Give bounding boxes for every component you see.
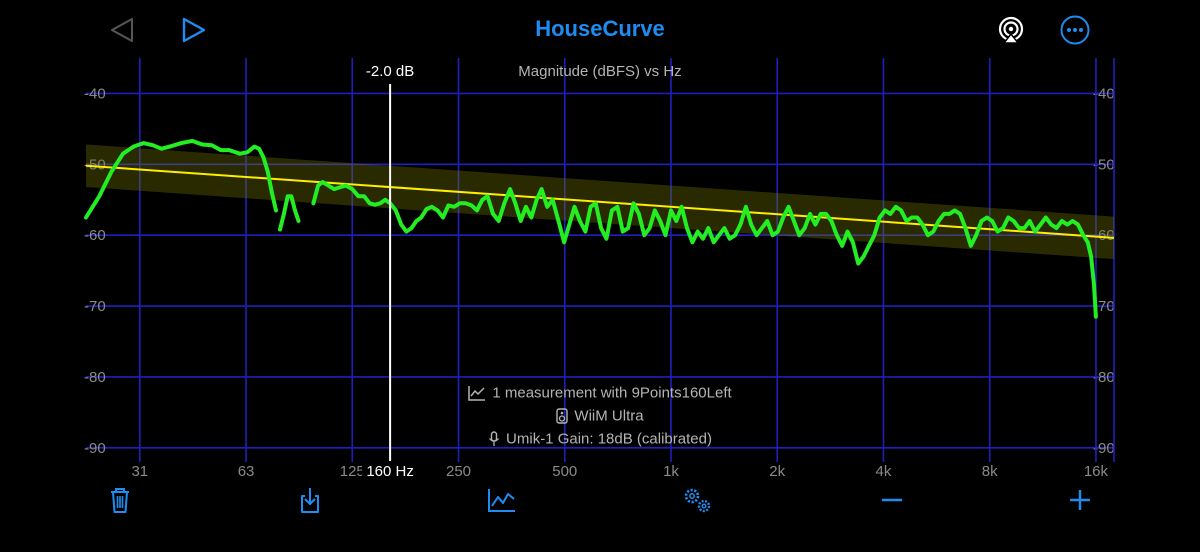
cursor-level-label: -2.0 dB: [366, 63, 414, 80]
measurement-curve: [278, 194, 301, 232]
y-tick-label-right: -40: [1093, 85, 1115, 102]
y-tick-label-right: -50: [1093, 156, 1115, 173]
device-info: WiiM Ultra: [0, 407, 1200, 425]
speaker-icon: [556, 408, 569, 424]
x-tick-label: 125: [340, 463, 365, 480]
y-tick-label-left: -60: [84, 227, 106, 244]
x-tick-label: 31: [131, 463, 148, 480]
x-tick-label: 16k: [1084, 463, 1109, 480]
x-tick-label: 8k: [982, 463, 998, 480]
play-triangle-icon[interactable]: [180, 16, 208, 44]
mic-text: Umik-1 Gain: 18dB (calibrated): [506, 430, 712, 448]
y-tick-label-left: -50: [84, 156, 106, 173]
y-tick-label-left: -70: [84, 298, 106, 315]
y-tick-label-right: -80: [1093, 369, 1115, 386]
minus-icon[interactable]: [876, 484, 908, 516]
x-tick-label: 250: [446, 463, 471, 480]
x-tick-label: 4k: [876, 463, 892, 480]
y-tick-label-left: -40: [84, 85, 106, 102]
cursor-freq-label: 160 Hz: [366, 463, 414, 480]
more-ellipsis-icon[interactable]: [1059, 14, 1091, 46]
cursor-freq-label-bg: [362, 461, 419, 481]
measurement-curve: [84, 138, 278, 220]
x-tick-label: 2k: [769, 463, 785, 480]
y-tick-label-left: -80: [84, 369, 106, 386]
measurement-text: 1 measurement with 9Points160Left: [492, 384, 732, 402]
device-text: WiiM Ultra: [574, 407, 644, 425]
line-chart-icon: [468, 386, 486, 401]
mic-info: Umik-1 Gain: 18dB (calibrated): [0, 430, 1200, 448]
trash-icon[interactable]: [104, 484, 136, 516]
chart-icon[interactable]: [486, 484, 518, 516]
microphone-icon: [489, 431, 500, 447]
export-icon[interactable]: [294, 484, 326, 516]
x-tick-label: 1k: [663, 463, 679, 480]
measurement-info: 1 measurement with 9Points160Left: [0, 384, 1200, 402]
settings-gears-icon[interactable]: [680, 484, 716, 516]
x-tick-label: 500: [552, 463, 577, 480]
y-tick-label-left: -90: [84, 440, 106, 457]
x-tick-label: 63: [238, 463, 255, 480]
app-title: HouseCurve: [535, 16, 665, 41]
plus-icon[interactable]: [1064, 484, 1096, 516]
airplay-icon[interactable]: [995, 15, 1027, 47]
y-tick-label-right: -70: [1093, 298, 1115, 315]
measurement-curve: [311, 180, 1098, 319]
y-tick-label-right: -60: [1093, 227, 1115, 244]
y-tick-label-right: -90: [1093, 440, 1115, 457]
back-triangle-icon[interactable]: [108, 16, 136, 44]
plot-title: Magnitude (dBFS) vs Hz: [518, 63, 681, 80]
target-curve: [85, 164, 1115, 239]
